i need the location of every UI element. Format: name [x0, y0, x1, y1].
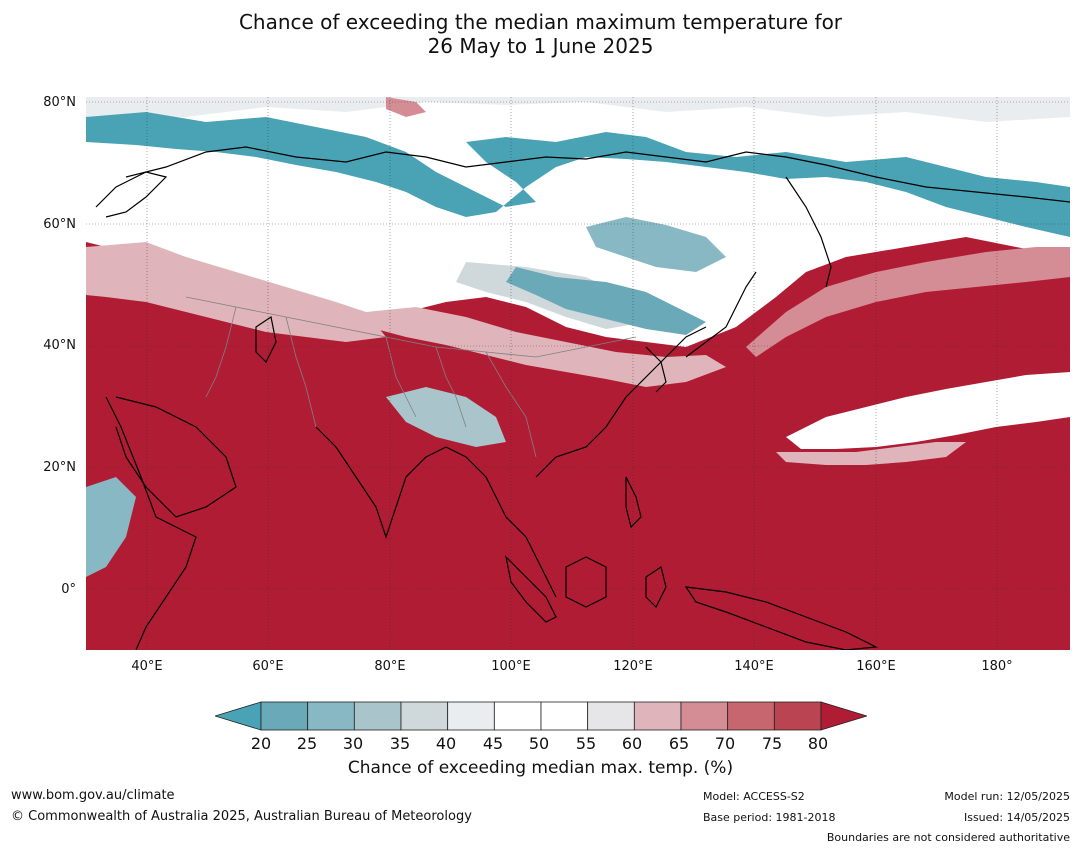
title-line-1: Chance of exceeding the median maximum t…: [238, 10, 843, 34]
lon-label-60e: 60°E: [252, 659, 284, 674]
lon-label-100e: 100°E: [491, 659, 531, 674]
footer-disclaimer: Boundaries are not considered authoritat…: [826, 831, 1070, 844]
colorbar-tick-25: 25: [296, 734, 318, 753]
colorbar-cell: [680, 701, 729, 731]
colorbar-tick-40: 40: [435, 734, 457, 753]
neutral-band-pacific: [786, 372, 1070, 449]
colorbar-cell: [353, 701, 402, 731]
lon-label-160e: 160°E: [856, 659, 896, 674]
colorbar-tick-50: 50: [528, 734, 550, 753]
cool-region-lena: [586, 217, 726, 272]
colorbar-cell: [400, 701, 449, 731]
title-line-2: 26 May to 1 June 2025: [427, 34, 654, 58]
colorbar-tick-20: 20: [250, 734, 272, 753]
colorbar-label: Chance of exceeding median max. temp. (%…: [347, 758, 734, 778]
gridlines: [86, 97, 1070, 650]
lat-label-60n: 60°N: [43, 217, 76, 232]
colorbar-cell: [587, 701, 635, 731]
lat-label-0: 0°: [61, 582, 76, 597]
lon-label-80e: 80°E: [374, 659, 406, 674]
lon-label-180: 180°: [981, 659, 1013, 674]
colorbar-cell: [727, 701, 775, 731]
footer-model-run: Model run: 12/05/2025: [944, 790, 1070, 803]
colorbar-cell: [447, 701, 495, 731]
colorbar-extend-low: [215, 701, 262, 731]
lon-label-120e: 120°E: [613, 659, 653, 674]
cool-region-tibet: [386, 387, 506, 447]
colorbar-cell: [773, 701, 822, 731]
transition-band-china: [366, 307, 726, 387]
footer-copyright: © Commonwealth of Australia 2025, Austra…: [11, 809, 472, 824]
colorbar-tick-45: 45: [482, 734, 504, 753]
cool-region-mongolia: [506, 267, 706, 335]
colorbar-tick-55: 55: [575, 734, 597, 753]
colorbar-tick-60: 60: [621, 734, 643, 753]
colorbar-tick-70: 70: [714, 734, 736, 753]
colorbar-cell: [260, 701, 309, 731]
lat-label-40n: 40°N: [43, 338, 76, 353]
cool-region-africa-east: [86, 477, 136, 577]
transition-band-pacific: [746, 247, 1070, 357]
colorbar-cell: [307, 701, 355, 731]
light-grey-region: [86, 97, 1070, 122]
lat-label-20n: 20°N: [43, 460, 76, 475]
colorbar-cell: [540, 701, 589, 731]
colorbar-extend-high: [820, 701, 867, 731]
colorbar-tick-65: 65: [668, 734, 690, 753]
coastlines: [95, 146, 1070, 650]
colorbar-cell: [493, 701, 542, 731]
colorbar-cells: [215, 701, 867, 731]
transition-band-europe: [86, 242, 386, 342]
colorbar-tick-30: 30: [342, 734, 364, 753]
lat-label-80n: 80°N: [43, 95, 76, 110]
transition-band-pacific-2: [776, 442, 966, 465]
colorbar-tick-80: 80: [807, 734, 829, 753]
footer-model: Model: ACCESS-S2: [703, 790, 805, 803]
cool-region-arctic: [86, 112, 1070, 237]
colorbar: [215, 701, 867, 731]
lon-label-40e: 40°E: [131, 659, 163, 674]
footer-base-period: Base period: 1981-2018: [703, 811, 836, 824]
footer-issued: Issued: 14/05/2025: [963, 811, 1070, 824]
footer-url[interactable]: www.bom.gov.au/climate: [11, 788, 175, 803]
colorbar-tick-75: 75: [761, 734, 783, 753]
country-borders: [185, 296, 637, 458]
temperature-probability-map: [86, 97, 1070, 650]
lon-label-140e: 140°E: [734, 659, 774, 674]
map-title: Chance of exceeding the median maximum t…: [0, 10, 1081, 58]
colorbar-cell: [633, 701, 682, 731]
colorbar-tick-35: 35: [389, 734, 411, 753]
